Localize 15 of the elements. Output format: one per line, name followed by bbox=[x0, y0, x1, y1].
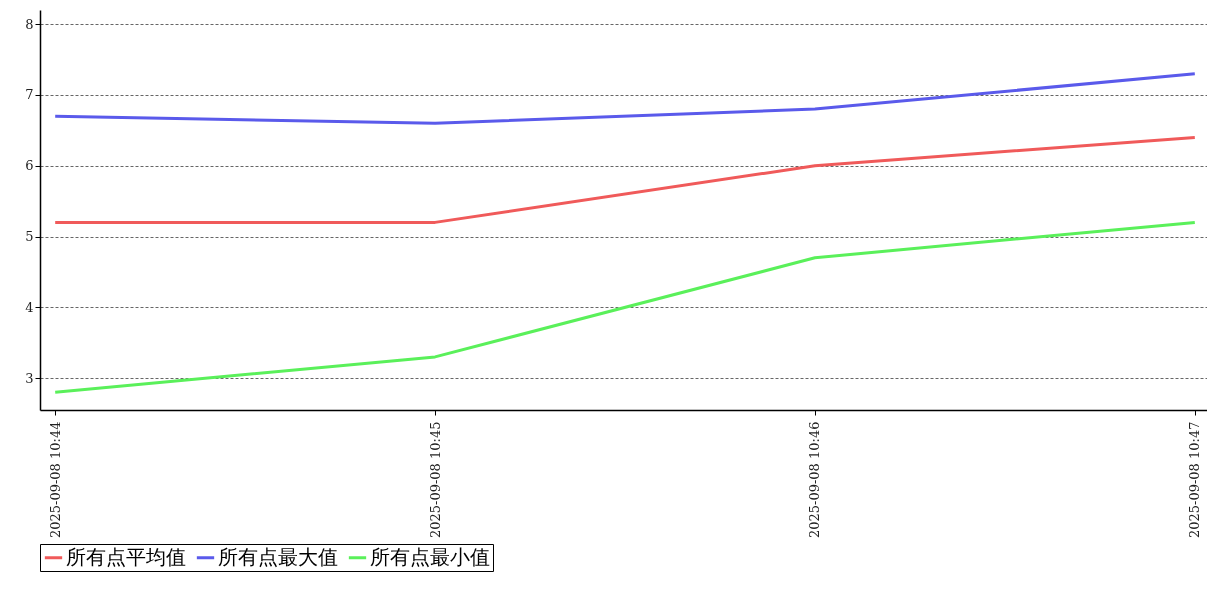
y-tick-label: 7 bbox=[25, 87, 34, 103]
line-series bbox=[53, 72, 1197, 125]
y-tick-label: 3 bbox=[25, 370, 34, 386]
y-tick-label: 4 bbox=[25, 299, 34, 315]
legend-label: 所有点平均值 bbox=[66, 544, 186, 569]
line-series bbox=[53, 220, 1197, 394]
y-tick-label: 8 bbox=[25, 16, 34, 32]
x-tick-label: 2025-09-08 10:46 bbox=[807, 421, 823, 539]
legend-label: 所有点最大值 bbox=[218, 544, 338, 569]
y-tick-label: 5 bbox=[25, 229, 34, 245]
legend-label: 所有点最小值 bbox=[370, 544, 490, 569]
x-tick-label: 2025-09-08 10:44 bbox=[47, 421, 63, 539]
x-tick-label: 2025-09-08 10:47 bbox=[1187, 421, 1203, 539]
y-tick-label: 6 bbox=[25, 158, 34, 174]
x-tick-label: 2025-09-08 10:45 bbox=[427, 421, 443, 539]
